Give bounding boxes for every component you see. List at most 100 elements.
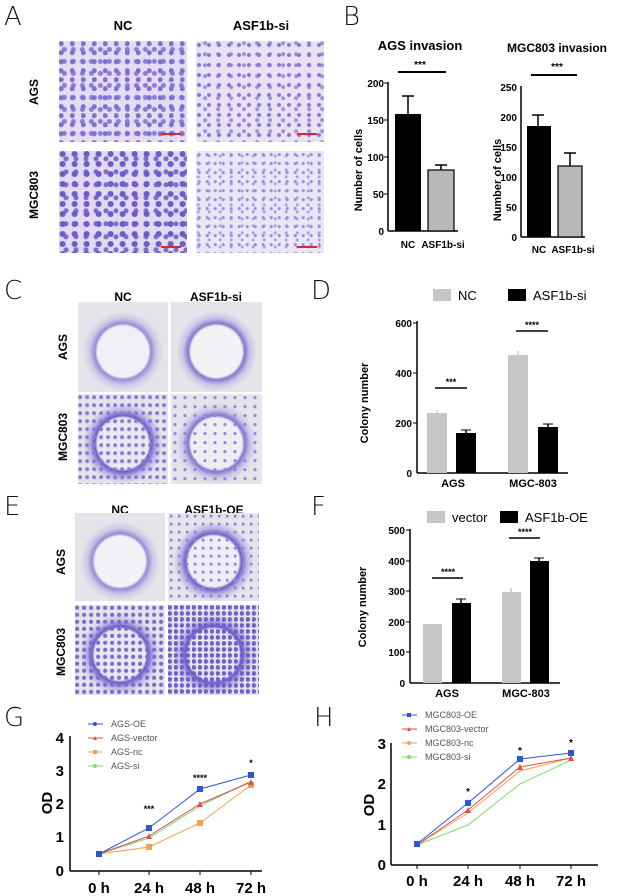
panel-letter-f: F xyxy=(311,492,326,522)
svg-text:50: 50 xyxy=(373,190,385,201)
chart-colony-si: NC ASF1b-si Colony number 0 200 400 600 … xyxy=(359,288,587,490)
legend-label-asf1b-si: ASF1b-si xyxy=(533,288,587,303)
panel-letter-g: G xyxy=(4,703,25,733)
svg-text:0: 0 xyxy=(378,227,384,238)
line-mgc803-oe xyxy=(416,752,572,845)
panel-a-col-nc: NC xyxy=(113,18,133,33)
svg-text:MGC803-nc: MGC803-nc xyxy=(425,738,474,748)
chart-mgc803-growth: MGC803-OE MGC803-vector MGC803-nc MGC803… xyxy=(361,710,598,890)
significance: *** xyxy=(551,62,563,73)
panel-c-col-asf1b-si: ASF1b-si xyxy=(189,290,242,304)
svg-text:100: 100 xyxy=(388,648,405,659)
chart-ags-growth: AGS-OE AGS-vector AGS-nc AGS-si OD 0 1 2… xyxy=(39,719,266,896)
svg-text:3: 3 xyxy=(378,736,386,753)
panel-e-row-mgc803: MGC803 xyxy=(54,627,68,677)
bar-ags-vector xyxy=(423,624,442,683)
svg-text:0 h: 0 h xyxy=(406,873,428,890)
svg-text:400: 400 xyxy=(395,369,412,380)
svg-text:2: 2 xyxy=(378,776,386,793)
chart-mgc803-invasion: MGC803 invasion *** Number of cells 0 50… xyxy=(492,41,607,256)
legend-label-vector: vector xyxy=(452,510,488,525)
svg-text:NC: NC xyxy=(532,245,546,256)
svg-text:200: 200 xyxy=(500,113,517,124)
bar-asf1b-si xyxy=(427,169,455,232)
legend-label-nc: NC xyxy=(458,288,477,303)
chart-colony-oe: vector ASF1b-OE Colony number 0 100 200 … xyxy=(357,510,588,697)
svg-text:600: 600 xyxy=(395,319,412,330)
panel-letter-d: D xyxy=(311,276,332,306)
bar-mgc803-nc xyxy=(508,355,528,473)
significance-mgc803: **** xyxy=(518,527,533,537)
y-axis-label: OD xyxy=(361,794,378,817)
colony-plate-ags-asf1b-si xyxy=(171,302,262,392)
y-axis-label: Number of cells xyxy=(353,129,365,212)
colony-plate-ags-nc xyxy=(78,302,168,392)
bar-nc xyxy=(527,126,551,237)
panel-letter-a: A xyxy=(4,2,22,32)
scale-bar xyxy=(161,133,181,135)
svg-text:300: 300 xyxy=(388,587,405,598)
panel-a-col-asf1b-si: ASF1b-si xyxy=(232,18,290,33)
svg-text:200: 200 xyxy=(388,618,405,629)
svg-text:0: 0 xyxy=(378,857,386,874)
svg-text:AGS-OE: AGS-OE xyxy=(111,719,146,729)
panel-e-row-ags: AGS xyxy=(54,549,68,576)
svg-text:NC: NC xyxy=(401,240,415,251)
legend-label-asf1b-oe: ASF1b-OE xyxy=(525,510,588,525)
svg-text:150: 150 xyxy=(500,143,517,154)
svg-text:24 h: 24 h xyxy=(453,873,483,890)
svg-text:48 h: 48 h xyxy=(185,880,215,896)
y-axis-label: OD xyxy=(39,792,56,815)
svg-text:MGC803-si: MGC803-si xyxy=(425,752,471,762)
legend-swatch-asf1b-si xyxy=(508,289,526,301)
svg-text:2: 2 xyxy=(56,796,64,813)
legend-swatch-asf1b-oe xyxy=(500,511,518,523)
svg-text:ASF1b-si: ASF1b-si xyxy=(551,245,595,256)
scale-bar xyxy=(297,246,317,248)
scale-bar xyxy=(161,246,181,248)
micrograph-ags-nc xyxy=(59,41,187,142)
panel-a-row-ags: AGS xyxy=(27,79,41,106)
svg-text:AGS: AGS xyxy=(441,478,465,490)
legend-swatch-vector xyxy=(427,511,445,523)
chart-title: MGC803 invasion xyxy=(507,41,607,55)
legend: MGC803-OE MGC803-vector MGC803-nc MGC803… xyxy=(402,710,489,762)
colony-plate-ags-nc xyxy=(75,513,165,601)
svg-text:MGC-803: MGC-803 xyxy=(509,478,557,490)
svg-text:MGC803-OE: MGC803-OE xyxy=(425,710,477,720)
panel-c-col-nc: NC xyxy=(114,290,132,304)
micrograph-mgc803-asf1b-si xyxy=(196,151,324,253)
svg-text:4: 4 xyxy=(56,730,65,747)
bar-ags-asf1b-oe xyxy=(452,603,471,683)
colony-plate-ags-asf1b-oe xyxy=(168,513,259,601)
svg-text:AGS-nc: AGS-nc xyxy=(111,747,143,757)
panel-letter-b: B xyxy=(343,2,361,32)
svg-text:0 h: 0 h xyxy=(88,880,110,896)
svg-text:ASF1b-si: ASF1b-si xyxy=(421,240,465,251)
bar-ags-asf1b-si xyxy=(456,433,476,473)
svg-text:500: 500 xyxy=(388,526,405,537)
svg-text:200: 200 xyxy=(395,419,412,430)
line-mgc803-nc xyxy=(416,757,572,846)
svg-text:*: * xyxy=(518,746,522,757)
legend-swatch-nc xyxy=(433,289,451,301)
line-ags-vector xyxy=(98,781,252,855)
line-ags-nc xyxy=(98,784,252,855)
chart-ags-invasion: AGS invasion *** Number of cells 0 50 10… xyxy=(353,38,465,251)
bar-ags-nc xyxy=(427,413,447,473)
panel-c-row-ags: AGS xyxy=(56,334,70,361)
svg-text:3: 3 xyxy=(56,763,64,780)
svg-text:****: **** xyxy=(193,773,208,783)
y-axis-label: Colony number xyxy=(359,362,371,443)
svg-text:100: 100 xyxy=(367,153,384,164)
panel-letter-e: E xyxy=(4,492,21,522)
svg-text:AGS-vector: AGS-vector xyxy=(111,733,158,743)
svg-text:1: 1 xyxy=(378,817,386,834)
significance-mgc803: **** xyxy=(525,320,540,330)
colony-plate-mgc803-nc xyxy=(78,394,168,484)
svg-text:***: *** xyxy=(144,804,155,814)
svg-text:1: 1 xyxy=(56,829,64,846)
panel-letter-h: H xyxy=(314,703,334,733)
svg-text:MGC-803: MGC-803 xyxy=(502,688,550,697)
colony-plate-mgc803-asf1b-oe xyxy=(168,605,259,695)
